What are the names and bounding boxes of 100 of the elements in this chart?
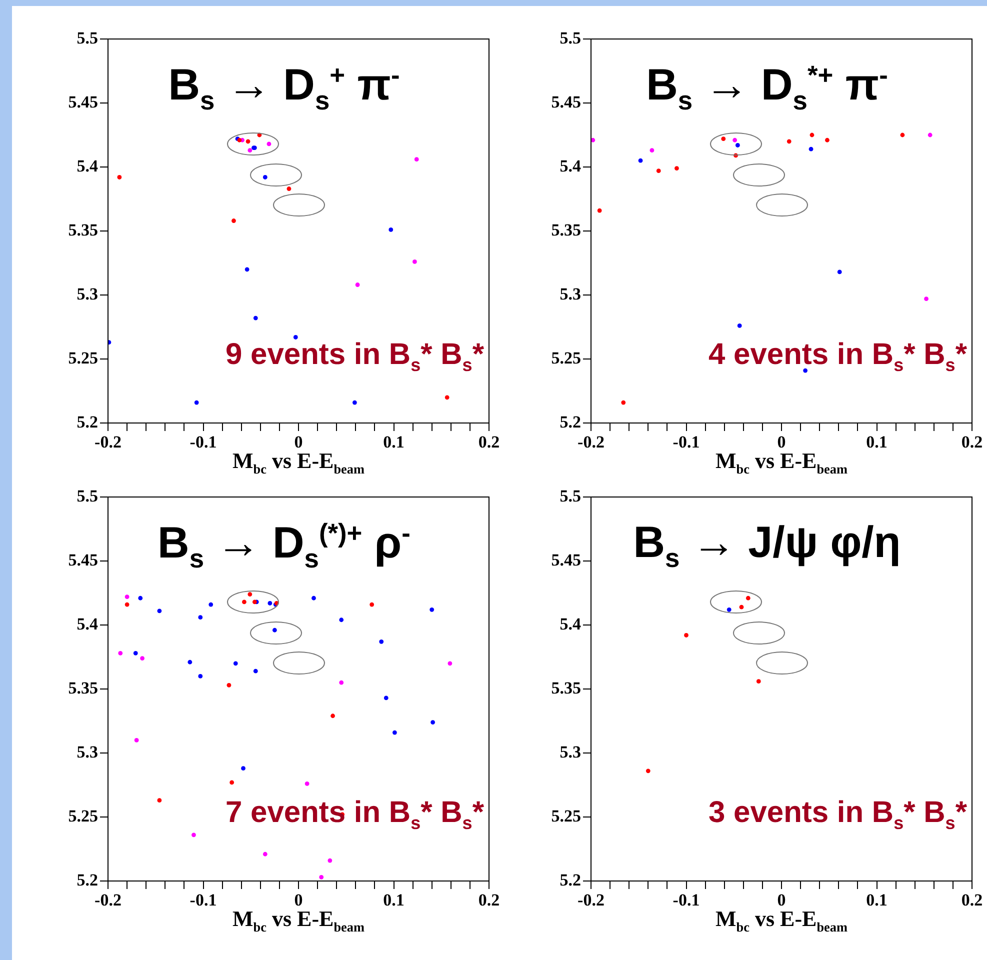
x-tick-label: -0.1 (672, 890, 700, 910)
point (339, 618, 344, 622)
point (188, 660, 192, 664)
x-tick-label: 0.2 (478, 890, 500, 910)
point (262, 852, 268, 856)
point (352, 400, 357, 405)
point (370, 602, 374, 607)
y-tick-label: 5.2 (76, 870, 98, 890)
x-tick-label: 0.2 (961, 432, 983, 452)
y-tick-label: 5.45 (68, 92, 98, 112)
point (272, 628, 277, 632)
point (739, 604, 744, 610)
point (194, 400, 199, 405)
y-tick-label: 5.25 (551, 348, 581, 368)
y-tick-label: 5.25 (68, 348, 98, 368)
x-tick-label: 0.2 (478, 432, 500, 452)
x-tick-label: -0.2 (94, 432, 122, 452)
point (124, 594, 130, 600)
point (756, 679, 761, 684)
y-tick-label: 5.4 (560, 614, 582, 634)
y-tick-label: 5.3 (76, 742, 98, 762)
text: B$_{s}$ → D$_{s}$$^{*+}$ π$^{-}$ (646, 60, 888, 116)
point (430, 720, 436, 724)
y-tick-label: 5.25 (68, 806, 98, 826)
point (786, 139, 792, 144)
point (138, 596, 143, 600)
point (392, 730, 397, 735)
point (684, 633, 688, 638)
x-tick-label: -0.2 (94, 890, 122, 910)
y-tick-label: 5.35 (551, 678, 581, 698)
y-tick-label: 5.45 (68, 550, 98, 570)
point (118, 650, 123, 656)
point (928, 132, 932, 138)
y-tick-label: 5.25 (551, 806, 581, 826)
text: B$_{s}$ → D$_{s}$$^{(*)+}$ ρ$^{-}$ (158, 518, 410, 574)
point (388, 228, 394, 232)
y-tick-label: 5.2 (560, 870, 581, 890)
point (735, 143, 740, 148)
point (244, 267, 250, 272)
point (192, 832, 196, 838)
point (262, 175, 268, 180)
point (448, 661, 452, 666)
point (650, 148, 654, 153)
point (597, 208, 602, 213)
x-tick-label: 0.1 (383, 432, 404, 452)
point (133, 650, 138, 656)
point (134, 738, 139, 742)
point (268, 601, 272, 606)
point (638, 158, 643, 163)
point (674, 166, 679, 170)
annotation: 4 events in B$_{s}$* B$_{s}$* (708, 338, 967, 375)
point (208, 602, 214, 607)
point (312, 596, 316, 600)
point (412, 260, 417, 264)
point (656, 168, 661, 174)
point (808, 146, 814, 152)
point (319, 874, 324, 880)
point (330, 714, 335, 718)
point (198, 674, 203, 678)
annotation: 7 events in B$_{s}$* B$_{s}$* (226, 796, 484, 833)
point (117, 175, 122, 180)
point (157, 798, 162, 803)
point (444, 395, 450, 400)
point (241, 766, 246, 771)
y-tick-label: 5.5 (560, 28, 581, 48)
x-tick-label: -0.2 (578, 432, 604, 452)
y-tick-label: 5.5 (560, 486, 581, 506)
point (304, 782, 310, 786)
y-tick-label: 5.45 (551, 92, 581, 112)
y-tick-label: 5.35 (551, 220, 581, 240)
y-tick-label: 5.5 (76, 28, 98, 48)
point (384, 696, 388, 700)
point (746, 596, 750, 600)
annotation: 3 events in B$_{s}$* B$_{s}$* (708, 796, 967, 833)
point (924, 296, 928, 302)
point (232, 218, 236, 223)
point (430, 607, 434, 612)
point (737, 324, 742, 328)
point (810, 132, 814, 138)
x-tick-label: 0.2 (961, 890, 983, 910)
x-tick-label: -0.1 (190, 890, 217, 910)
point (124, 602, 130, 607)
text: B$_{s}$ → J/ψ φ/η (633, 518, 901, 573)
point (157, 608, 162, 614)
point (226, 682, 232, 688)
y-tick-label: 5.35 (68, 678, 98, 698)
x-tick-label: 0.1 (866, 432, 888, 452)
x-tick-label: 0.1 (866, 890, 888, 910)
point (726, 607, 732, 612)
point (825, 138, 830, 142)
point (900, 132, 905, 138)
y-tick-label: 5.3 (76, 284, 98, 304)
point (286, 186, 292, 191)
x-tick-label: -0.1 (190, 432, 217, 452)
point (140, 656, 144, 660)
y-tick-label: 5.3 (560, 284, 581, 304)
point (266, 142, 272, 146)
y-tick-label: 5.45 (551, 550, 581, 570)
y-tick-label: 5.5 (76, 486, 98, 506)
y-tick-label: 5.4 (76, 614, 98, 634)
